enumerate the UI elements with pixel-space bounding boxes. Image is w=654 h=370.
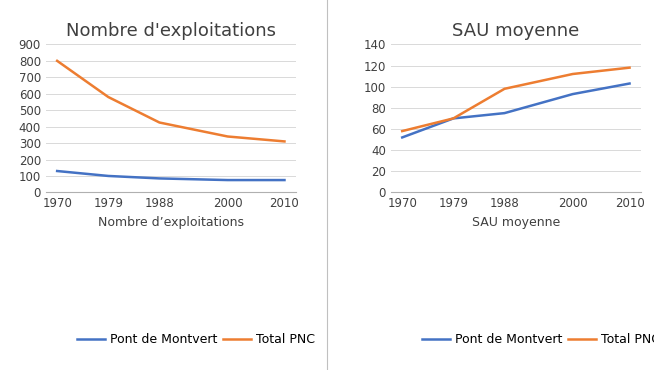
Total PNC [105,95,112,99]
Pont de Montvert [569,92,577,96]
Total PNC [53,58,61,63]
Total PNC [156,120,164,125]
Line: Total PNC: Total PNC [402,68,630,131]
Pont de Montvert [156,176,164,181]
X-axis label: Nombre d’exploitations: Nombre d’exploitations [98,216,244,229]
Title: Nombre d'exploitations: Nombre d'exploitations [66,22,276,40]
Total PNC [398,129,406,133]
Total PNC [500,87,508,91]
Pont de Montvert [224,178,232,182]
Legend: Pont de Montvert, Total PNC: Pont de Montvert, Total PNC [72,328,320,351]
Pont de Montvert [105,174,112,178]
Title: SAU moyenne: SAU moyenne [453,22,579,40]
Total PNC [224,134,232,139]
Total PNC [569,72,577,76]
Pont de Montvert [281,178,288,182]
Pont de Montvert [626,81,634,86]
Line: Pont de Montvert: Pont de Montvert [402,84,630,137]
Pont de Montvert [500,111,508,115]
Total PNC [449,116,457,121]
Line: Pont de Montvert: Pont de Montvert [57,171,284,180]
Legend: Pont de Montvert, Total PNC: Pont de Montvert, Total PNC [417,328,654,351]
X-axis label: SAU moyenne: SAU moyenne [472,216,560,229]
Total PNC [281,139,288,144]
Pont de Montvert [398,135,406,139]
Line: Total PNC: Total PNC [57,61,284,141]
Pont de Montvert [53,169,61,173]
Pont de Montvert [449,116,457,121]
Total PNC [626,65,634,70]
